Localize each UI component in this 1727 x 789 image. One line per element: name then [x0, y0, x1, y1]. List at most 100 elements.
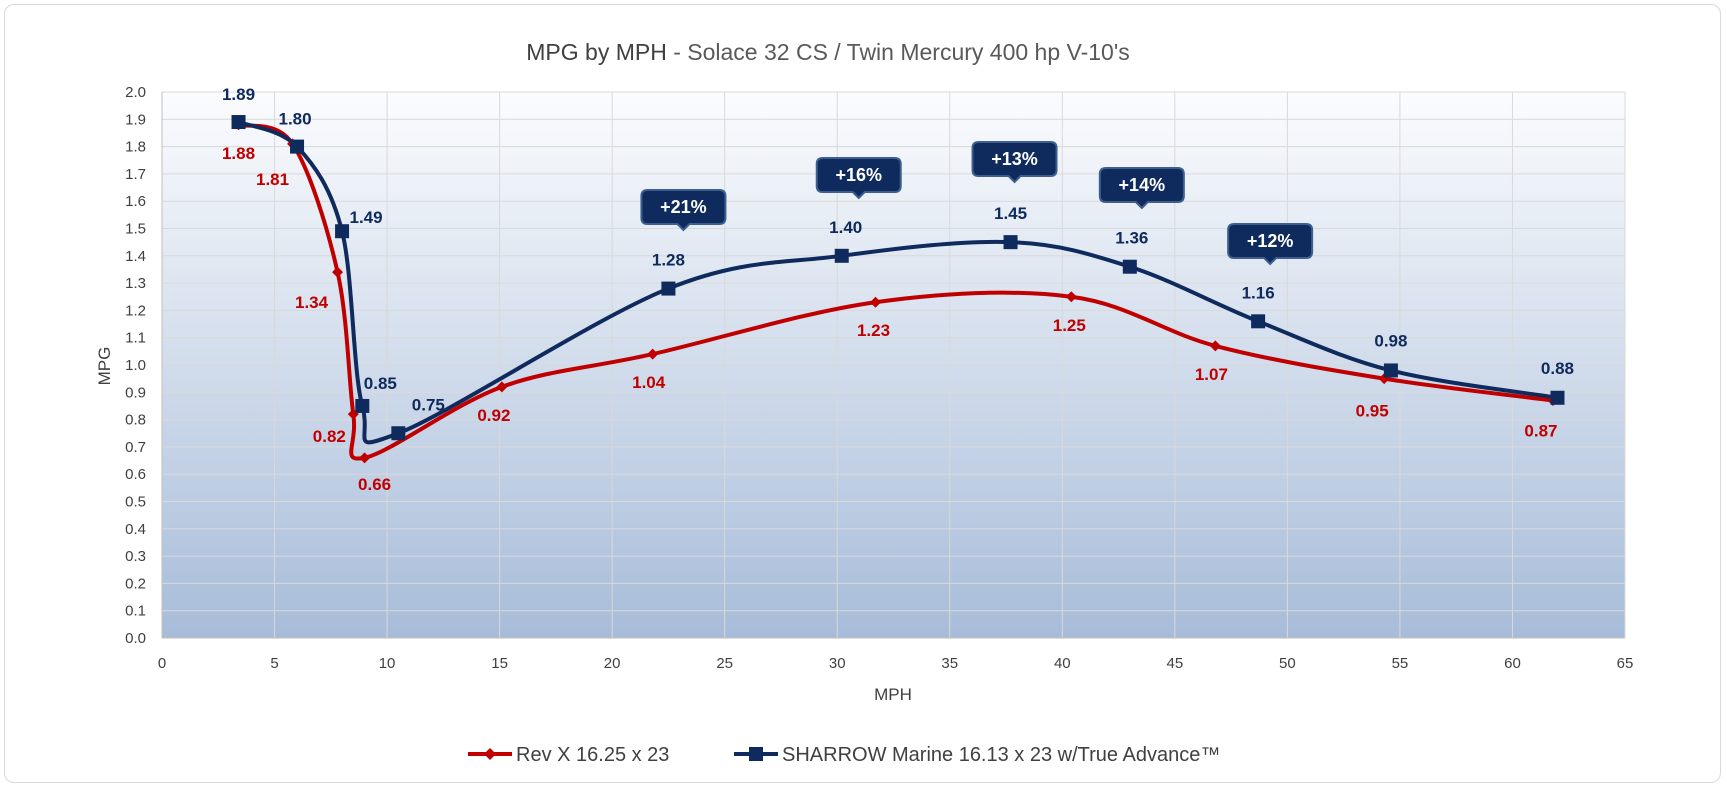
x-tick-label: 10: [379, 655, 396, 672]
y-axis-title: MPG: [95, 347, 114, 386]
percent-callout: +16%: [815, 157, 902, 200]
callout-text: +13%: [991, 149, 1038, 169]
revx-point-marker: [647, 348, 659, 360]
x-tick-label: 25: [716, 655, 733, 672]
y-tick-label: 2.0: [125, 84, 146, 101]
legend-item-revx: Rev X 16.25 x 23: [468, 744, 669, 766]
revx-data-label: 0.82: [313, 427, 346, 446]
sharrow-data-label: 1.80: [278, 110, 311, 129]
x-tick-label: 35: [941, 655, 958, 672]
y-tick-label: 0.3: [125, 548, 146, 565]
y-tick-label: 0.5: [125, 494, 146, 511]
y-tick-label: 0.1: [125, 603, 146, 620]
y-tick-label: 1.1: [125, 330, 146, 347]
revx-data-label: 1.25: [1053, 316, 1086, 335]
x-tick-label: 50: [1279, 655, 1296, 672]
y-tick-label: 1.9: [125, 111, 146, 128]
chart-title-sub: - Solace 32 CS / Twin Mercury 400 hp V-1…: [667, 39, 1130, 65]
revx-data-label: 1.23: [857, 321, 890, 340]
x-tick-label: 65: [1617, 655, 1634, 672]
chart-title: MPG by MPH - Solace 32 CS / Twin Mercury…: [526, 39, 1130, 65]
sharrow-data-label: 1.16: [1242, 283, 1275, 302]
x-tick-label: 0: [158, 655, 166, 672]
y-tick-label: 1.5: [125, 221, 146, 238]
callout-text: +21%: [660, 197, 707, 217]
axes: 0.0 0.1 0.2 0.3 0.4 0.5 0.6 0.7 0.8 0.9 1.0 1.1 1.2 1…: [125, 84, 1633, 672]
callout-text: +16%: [835, 165, 882, 185]
legend-marker-sharrow: [749, 747, 763, 761]
sharrow-data-label: 0.88: [1541, 359, 1574, 378]
legend-item-sharrow: SHARROW Marine 16.13 x 23 w/True Advance…: [734, 744, 1220, 766]
legend-label-revx: Rev X 16.25 x 23: [516, 744, 669, 766]
x-tick-label: 30: [829, 655, 846, 672]
sharrow-point-marker: [1003, 235, 1018, 250]
revx-data-label: 0.92: [477, 406, 510, 425]
sharrow-data-label: 0.75: [412, 395, 445, 414]
sharrow-point-marker: [834, 248, 849, 263]
y-tick-label: 1.2: [125, 302, 146, 319]
sharrow-point-marker: [1251, 314, 1266, 329]
callout-box: [640, 189, 727, 232]
sharrow-point-marker: [1383, 363, 1398, 378]
revx-data-label: 1.81: [256, 170, 289, 189]
y-tick-label: 1.4: [125, 248, 146, 265]
x-tick-label: 60: [1504, 655, 1521, 672]
sharrow-point-marker: [1550, 390, 1565, 405]
revx-data-label: 1.34: [295, 293, 329, 312]
percent-callout: +12%: [1227, 223, 1314, 266]
series-markers: [231, 115, 1565, 464]
y-tick-label: 1.6: [125, 193, 146, 210]
y-tick-label: 0.6: [125, 466, 146, 483]
sharrow-data-label: 0.98: [1374, 331, 1407, 350]
y-tick-label: 1.3: [125, 275, 146, 292]
sharrow-point-marker: [355, 398, 370, 413]
revx-data-label: 1.07: [1195, 365, 1228, 384]
x-tick-label: 15: [491, 655, 508, 672]
y-tick-label: 0.0: [125, 630, 146, 647]
revx-point-marker: [1065, 291, 1077, 303]
revx-data-label: 0.95: [1356, 402, 1389, 421]
revx-data-label: 0.87: [1524, 421, 1557, 440]
chart-title-main: MPG by MPH: [526, 39, 667, 65]
y-tick-label: 1.7: [125, 166, 146, 183]
sharrow-point-marker: [391, 426, 406, 441]
callout-box: [815, 157, 902, 200]
data-labels: 1.881.81 1.34 0.82 0.66 0.92 1.04 1.23 1.25 1.07…: [222, 85, 1574, 494]
sharrow-data-label: 1.36: [1115, 229, 1148, 248]
revx-data-label: 0.66: [358, 475, 391, 494]
y-tick-label: 0.7: [125, 439, 146, 456]
y-tick-label: 1.8: [125, 139, 146, 156]
sharrow-data-label: 1.28: [652, 251, 685, 270]
revx-data-label: 1.04: [632, 373, 666, 392]
sharrow-point-marker: [290, 139, 305, 154]
callout-text: +14%: [1119, 175, 1166, 195]
revx-point-marker: [1209, 340, 1221, 352]
percent-callout: +21%: [640, 189, 727, 232]
sharrow-data-label: 1.45: [994, 204, 1027, 223]
y-tick-label: 0.2: [125, 575, 146, 592]
sharrow-point-marker: [231, 115, 246, 130]
legend-marker-revx: [484, 748, 496, 760]
grid-lines: [161, 91, 1626, 639]
x-tick-label: 40: [1054, 655, 1071, 672]
callout-box: [971, 141, 1058, 184]
legend-label-sharrow: SHARROW Marine 16.13 x 23 w/True Advance…: [782, 744, 1220, 766]
series-line-sharrow: [236, 120, 1560, 445]
y-tick-label: 0.8: [125, 412, 146, 429]
y-tick-label: 1.0: [125, 357, 146, 374]
percent-callout: +13%: [971, 141, 1058, 184]
legend: Rev X 16.25 x 23 SHARROW Marine 16.13 x 2…: [468, 744, 1220, 766]
sharrow-point-marker: [1122, 259, 1137, 274]
y-tick-label: 0.4: [125, 521, 146, 538]
sharrow-point-marker: [335, 224, 350, 239]
percent-callout: +14%: [1098, 167, 1185, 210]
callouts: +21% +16% +13% +14% +12%: [640, 141, 1314, 266]
revx-point-marker: [496, 381, 508, 393]
x-tick-label: 55: [1392, 655, 1409, 672]
x-tick-label: 5: [270, 655, 278, 672]
y-tick-label: 0.9: [125, 384, 146, 401]
callout-text: +12%: [1247, 231, 1294, 251]
sharrow-data-label: 1.40: [829, 218, 862, 237]
callout-box: [1098, 167, 1185, 210]
